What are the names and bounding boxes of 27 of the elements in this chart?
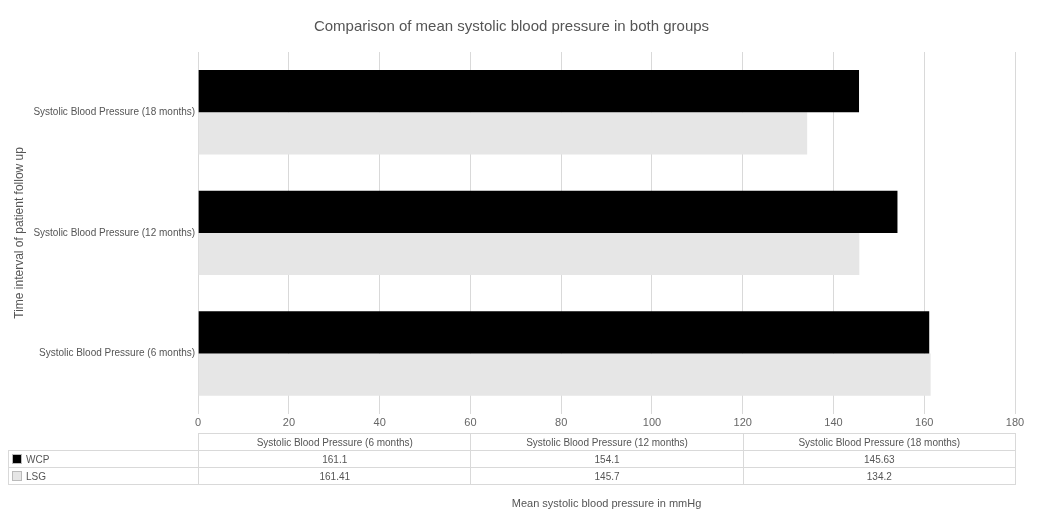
x-tick-label: 120: [733, 416, 752, 429]
text: 161.41: [319, 470, 351, 482]
x-tick-label: 0: [195, 416, 202, 429]
text: 134.2: [866, 470, 892, 482]
category-label: Systolic Blood Pressure (18 months): [743, 433, 1016, 451]
category-label: Systolic Blood Pressure (12 months): [470, 433, 744, 451]
text: 161.1: [322, 453, 348, 465]
x-tick-label: 40: [373, 416, 386, 429]
y-axis-title: Time interval of patient follow up: [11, 146, 26, 319]
x-tick-label: 160: [915, 416, 934, 429]
x-tick-label: 140: [824, 416, 843, 429]
y-tick-label: Systolic Blood Pressure (18 months): [33, 106, 196, 118]
category-label: Systolic Blood Pressure (6 months): [198, 433, 471, 451]
text: 145.63: [864, 453, 895, 465]
legend-label: WCP: [26, 453, 50, 465]
chart-title: Comparison of mean systolic blood pressure in both groups: [313, 17, 710, 35]
x-tick-label: 20: [282, 416, 296, 429]
x-tick-label: 60: [464, 416, 477, 429]
text: Mean systolic blood pressure in mmHg: [510, 497, 703, 509]
x-tick-label: 180: [1005, 416, 1025, 429]
text: 154.1: [594, 453, 620, 465]
x-tick-label: 80: [555, 416, 568, 429]
y-tick-label: Systolic Blood Pressure (12 months): [33, 226, 196, 238]
y-tick-label: Systolic Blood Pressure (6 months): [38, 347, 196, 359]
x-tick-label: 100: [642, 416, 662, 429]
text: 145.7: [594, 470, 620, 482]
legend-label: LSG: [26, 470, 47, 482]
